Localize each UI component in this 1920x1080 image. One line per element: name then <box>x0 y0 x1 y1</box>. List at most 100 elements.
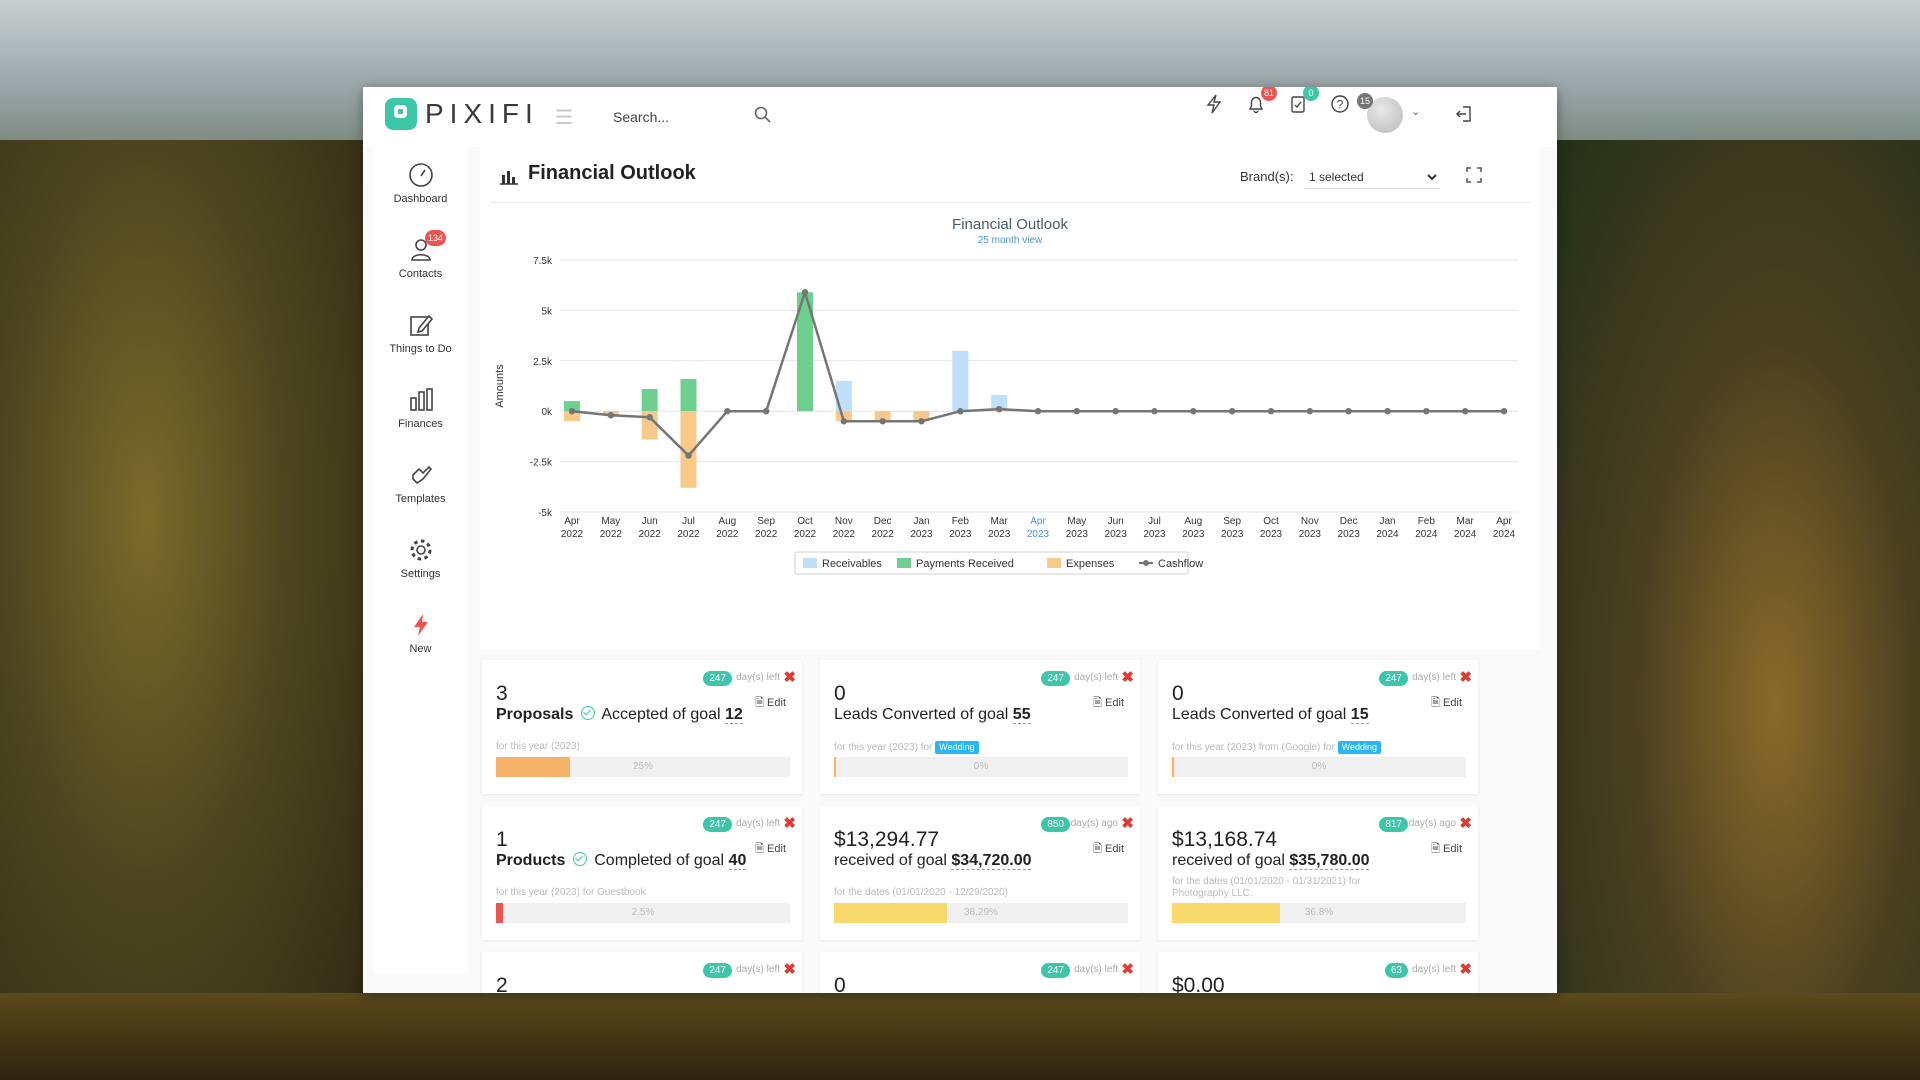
bar-chart-icon <box>500 171 518 185</box>
sidebar-item-new[interactable]: New <box>373 605 468 675</box>
days-label: day(s) left <box>1412 672 1456 683</box>
x-tick-label: 2022 <box>561 529 584 540</box>
days-count-badge: 247 <box>1379 671 1408 686</box>
close-icon[interactable]: ✖ <box>783 669 796 686</box>
lightning-icon[interactable] <box>1201 91 1227 117</box>
edit-button[interactable]: 🗎 Edit <box>1431 697 1462 709</box>
goal-progress-percent: 0% <box>973 761 989 772</box>
legend-label: Payments Received <box>916 558 1014 570</box>
legend-swatch <box>1047 558 1061 568</box>
search-input[interactable] <box>611 101 783 133</box>
x-tick-label: 2022 <box>833 529 856 540</box>
close-icon[interactable]: ✖ <box>1459 815 1472 832</box>
sidebar-item-templates[interactable]: Templates <box>373 455 468 525</box>
help-icon[interactable]: ? <box>1327 91 1353 117</box>
cashflow-point <box>724 408 731 415</box>
avatar-badge: 15 <box>1357 93 1374 109</box>
tasks-clipboard-icon[interactable]: 0 <box>1285 87 1319 117</box>
close-icon[interactable]: ✖ <box>1121 961 1134 978</box>
bar-receivables <box>835 380 852 412</box>
cashflow-point <box>840 418 848 425</box>
x-tick-label: 2023 <box>1066 529 1089 540</box>
edit-button[interactable]: 🗎 Edit <box>755 843 786 855</box>
edit-button[interactable]: 🗎 Edit <box>1093 697 1124 709</box>
bar-expenses <box>564 411 580 422</box>
goal-target: 12 <box>725 706 743 724</box>
goal-progress-bar: 0% <box>1172 757 1466 777</box>
x-tick-label: Dec <box>1340 516 1358 527</box>
expand-icon[interactable] <box>1466 167 1482 183</box>
pixifi-logo-icon <box>385 98 417 130</box>
brand-label: Brand(s): <box>1240 169 1294 184</box>
sidebar-item-dashboard[interactable]: Dashboard <box>373 155 468 225</box>
goal-progress-bar: 38.29% <box>834 903 1128 923</box>
background-landscape-bottom <box>0 993 1920 1080</box>
cashflow-point <box>1267 408 1275 415</box>
edit-button[interactable]: 🗎 Edit <box>1093 843 1124 855</box>
legend-swatch <box>803 558 817 568</box>
x-tick-label: Mar <box>1457 516 1475 527</box>
card-title: Financial Outlook <box>528 162 696 184</box>
goal-description: Leads Converted of goal 15 <box>1172 706 1369 724</box>
goal-period: for the dates (01/01/2020 - 12/29/2020) <box>834 887 1009 898</box>
sidebar-item-label: Contacts <box>398 268 443 280</box>
goal-target: 40 <box>728 852 747 870</box>
goal-progress-bar: 25% <box>496 757 790 777</box>
sidebar-item-finances[interactable]: Finances <box>373 380 468 450</box>
x-tick-label: Apr <box>1030 516 1046 527</box>
logo[interactable]: PIXIFI <box>385 98 539 130</box>
x-tick-label: 2024 <box>1415 529 1438 540</box>
brand-select[interactable]: 1 selected <box>1305 165 1440 189</box>
x-tick-label: Nov <box>835 516 853 527</box>
x-tick-label: 2023 <box>988 529 1011 540</box>
days-label: day(s) left <box>1074 964 1118 975</box>
sidebar-item-contacts[interactable]: 134 Contacts <box>373 230 468 300</box>
gear-icon <box>410 539 431 561</box>
chart-subtitle: 25 month view <box>978 235 1043 246</box>
cashflow-point <box>918 418 925 425</box>
days-label: day(s) left <box>1074 672 1118 683</box>
edit-button[interactable]: 🗎 Edit <box>1431 843 1462 855</box>
logout-icon[interactable] <box>1451 101 1477 127</box>
user-avatar[interactable]: 15 <box>1357 93 1403 133</box>
x-tick-label: Jun <box>642 516 658 527</box>
lightning-icon <box>413 614 428 636</box>
close-icon[interactable]: ✖ <box>1121 669 1134 686</box>
background-landscape-right <box>1557 140 1920 1080</box>
goal-progress-percent: 36.8% <box>1304 907 1334 918</box>
close-icon[interactable]: ✖ <box>783 815 796 832</box>
cashflow-point <box>801 289 809 296</box>
close-icon[interactable]: ✖ <box>1459 961 1472 978</box>
days-count-badge: 247 <box>703 671 732 686</box>
bar-payments-received <box>797 292 813 412</box>
sidebar-item-label: Settings <box>400 568 441 580</box>
days-count-badge: 247 <box>703 963 732 978</box>
bar-receivables <box>991 395 1008 412</box>
x-tick-label: 2022 <box>755 529 778 540</box>
menu-icon[interactable]: ☰ <box>555 107 573 129</box>
y-tick-label: -2.5k <box>530 458 553 469</box>
sidebar-item-label: Dashboard <box>393 193 448 205</box>
close-icon[interactable]: ✖ <box>1459 669 1472 686</box>
notifications-bell-icon[interactable]: 81 <box>1243 87 1277 117</box>
x-tick-label: 2024 <box>1493 529 1516 540</box>
edit-button[interactable]: 🗎 Edit <box>755 697 786 709</box>
goal-card: 247 day(s) left ✖ 3 🗎 Edit Proposals Accepted… <box>482 660 802 794</box>
goal-progress-bar: 36.8% <box>1172 903 1466 923</box>
close-icon[interactable]: ✖ <box>783 961 796 978</box>
cashflow-point <box>1500 408 1508 415</box>
legend-label: Cashflow <box>1158 558 1203 570</box>
close-icon[interactable]: ✖ <box>1121 815 1134 832</box>
days-count-badge: 247 <box>1041 963 1070 978</box>
edit-pencil-icon <box>409 314 433 336</box>
x-tick-label: Apr <box>1496 516 1512 527</box>
days-count-badge: 817 <box>1379 817 1408 832</box>
goal-description: Leads Converted of goal 55 <box>834 706 1031 724</box>
days-label: day(s) ago <box>1408 818 1456 829</box>
sidebar-item-things-to-do[interactable]: Things to Do <box>373 305 468 375</box>
sidebar-item-settings[interactable]: Settings <box>373 530 468 600</box>
logo-text: PIXIFI <box>425 98 539 129</box>
search-icon[interactable] <box>753 105 773 125</box>
sidebar-item-label: New <box>409 643 432 655</box>
chevron-down-icon[interactable]: ⌄ <box>1411 106 1421 118</box>
